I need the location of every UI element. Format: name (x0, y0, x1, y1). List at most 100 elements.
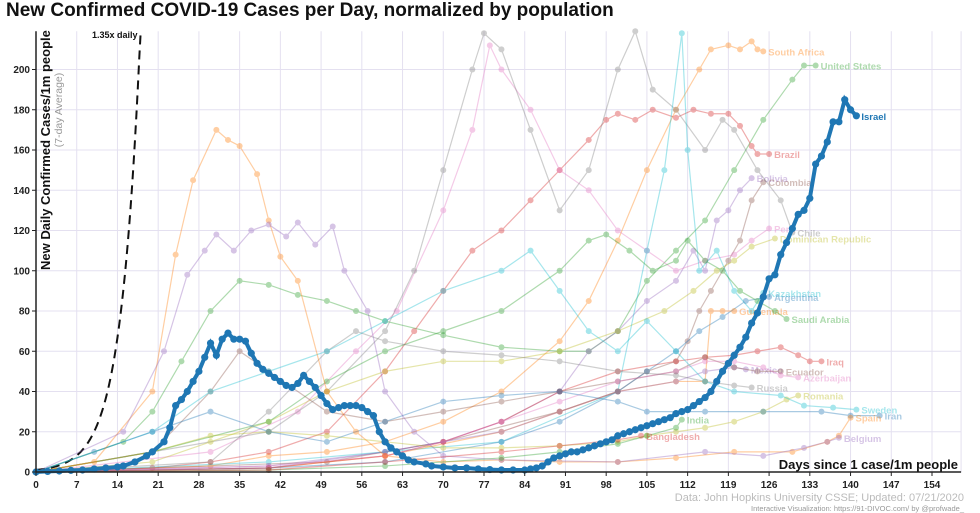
data-point (265, 464, 272, 471)
y-tick-label: 80 (19, 307, 31, 318)
series-brazil: Brazil (33, 106, 800, 475)
data-point (689, 401, 698, 410)
data-point (498, 438, 505, 445)
data-point (614, 438, 621, 445)
data-point (835, 432, 842, 439)
data-point (201, 247, 208, 254)
data-point (673, 348, 679, 355)
data-point (440, 287, 447, 294)
series-line (35, 233, 787, 473)
data-point (149, 428, 156, 435)
data-point (713, 247, 720, 254)
data-point (777, 372, 784, 379)
data-point (498, 344, 505, 351)
data-point (707, 287, 714, 294)
series-label: Spain (856, 414, 882, 425)
data-point (731, 167, 738, 174)
data-point (230, 247, 237, 254)
series-russia: Russia (33, 328, 789, 475)
data-point (614, 227, 621, 234)
y-tick-label: 40 (19, 387, 31, 398)
data-point (341, 267, 348, 274)
data-point (556, 452, 564, 460)
series-label: Belgium (844, 434, 881, 445)
data-point (527, 247, 534, 254)
data-point (265, 464, 272, 471)
data-point (637, 424, 645, 432)
series-romania: Romania (33, 392, 844, 475)
data-point (754, 368, 761, 375)
data-point (550, 454, 558, 462)
data-point (777, 368, 784, 375)
data-point (835, 118, 843, 126)
data-point (678, 408, 686, 416)
data-point (439, 463, 447, 471)
data-point (824, 438, 831, 445)
data-point (614, 328, 621, 335)
data-point (195, 367, 203, 375)
y-tick-label: 180 (13, 105, 30, 116)
data-point (702, 257, 709, 264)
data-point (684, 338, 691, 345)
data-point (643, 432, 650, 439)
series-spain: Spain (33, 126, 882, 475)
data-point (224, 329, 232, 337)
series-line (35, 40, 764, 473)
data-point (678, 30, 685, 37)
data-point (760, 48, 767, 55)
data-point (724, 359, 732, 367)
data-point (759, 293, 767, 301)
series-argentina: Argentina (33, 293, 819, 475)
data-point (253, 359, 261, 367)
data-point (440, 348, 447, 355)
data-point (440, 438, 447, 445)
data-point (632, 28, 639, 35)
data-point (265, 217, 272, 224)
data-point (702, 378, 709, 385)
x-axis-label: Days since 1 case/1m people (779, 457, 958, 472)
series-line (35, 296, 770, 473)
data-point (718, 367, 727, 375)
series-line (35, 128, 852, 473)
data-point (643, 408, 650, 415)
data-point (585, 167, 592, 174)
data-point (702, 368, 709, 375)
data-point (731, 388, 738, 395)
data-point (556, 442, 563, 449)
data-point (440, 458, 447, 465)
data-point (556, 408, 563, 415)
data-point (404, 456, 412, 464)
data-point (305, 377, 314, 386)
data-point (556, 267, 563, 274)
x-tick-label: 21 (153, 480, 165, 491)
series-label: Azerbaijan (803, 373, 851, 384)
data-point (283, 233, 290, 240)
data-point (498, 308, 505, 314)
data-point (149, 388, 156, 395)
data-point (614, 388, 621, 395)
data-point (55, 467, 63, 475)
data-point (340, 401, 348, 410)
data-point (835, 434, 842, 441)
x-tick-label: 42 (275, 480, 287, 491)
data-point (236, 335, 244, 343)
data-point (713, 267, 720, 274)
data-point (248, 227, 255, 234)
data-point (614, 388, 621, 395)
y-tick-label: 0 (24, 468, 30, 479)
data-point (67, 466, 75, 474)
data-point (382, 318, 389, 325)
data-point (614, 388, 621, 395)
data-point (702, 408, 709, 415)
data-point (440, 438, 447, 445)
data-point (625, 428, 634, 436)
data-point (382, 338, 389, 345)
series-label: Bangladesh (646, 432, 700, 443)
data-point (760, 179, 767, 186)
data-point (573, 448, 581, 456)
data-point (288, 383, 296, 392)
series-label: Bolivia (757, 174, 789, 185)
data-point (673, 378, 679, 385)
data-point (830, 404, 837, 411)
data-point (382, 368, 389, 375)
